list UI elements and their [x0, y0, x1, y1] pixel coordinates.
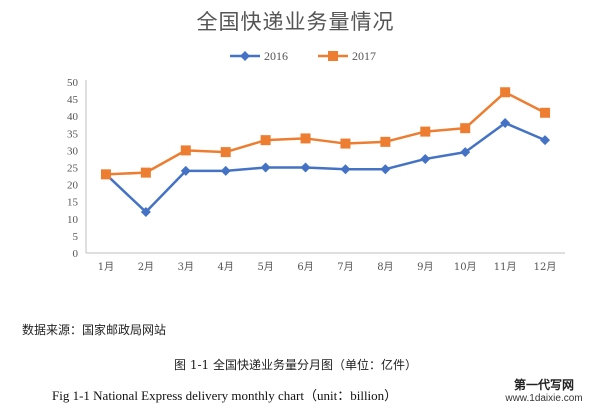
x-tick-label: 3月 — [178, 261, 194, 273]
data-point — [420, 153, 431, 164]
data-point — [500, 118, 511, 129]
y-tick-label: 30 — [67, 145, 79, 157]
series-2017 — [100, 87, 551, 180]
figure-caption-en: Fig 1-1 National Express delivery monthl… — [52, 388, 398, 403]
data-point — [140, 167, 151, 178]
data-point — [300, 162, 311, 173]
series-line-2016 — [105, 121, 546, 214]
y-tick-label: 20 — [67, 180, 79, 192]
data-point — [140, 206, 151, 217]
legend-marker — [240, 51, 250, 61]
legend: 2016 2017 — [230, 49, 376, 63]
x-axis-ticks: 1月 2月 3月 4月 5月 6月 7月 8月 9月 10月 11月 12月 — [98, 261, 557, 273]
x-tick-label: 1月 — [98, 261, 114, 273]
x-tick-label: 10月 — [454, 261, 477, 273]
y-tick-label: 5 — [73, 231, 79, 243]
x-tick-label: 8月 — [377, 261, 393, 273]
data-point — [300, 133, 311, 144]
data-point — [380, 164, 391, 175]
x-tick-label: 5月 — [257, 261, 273, 273]
axes — [85, 80, 565, 254]
y-tick-label: 25 — [67, 163, 79, 175]
y-tick-label: 45 — [67, 94, 79, 106]
x-tick-label: 11月 — [494, 261, 517, 273]
y-tick-label: 10 — [67, 214, 79, 226]
data-point — [380, 136, 391, 147]
x-tick-label: 12月 — [534, 261, 557, 273]
legend-label: 2017 — [352, 49, 376, 63]
x-tick-label: 9月 — [417, 261, 433, 273]
y-axis-ticks: 0 5 10 15 20 25 30 35 40 45 50 — [67, 77, 79, 260]
series-group — [100, 87, 551, 217]
figure-caption-cn: 图 1-1 全国快递业务量分月图（单位：亿件） — [174, 358, 417, 372]
data-point — [420, 126, 431, 137]
data-point — [260, 162, 271, 173]
data-point — [500, 87, 511, 98]
watermark-url: www.1daixie.com — [505, 393, 583, 404]
data-point — [540, 107, 551, 118]
y-tick-label: 40 — [67, 111, 79, 123]
data-point — [100, 169, 111, 180]
data-point — [460, 147, 471, 158]
data-point — [180, 165, 191, 176]
data-point — [340, 138, 351, 149]
data-point — [340, 164, 351, 175]
y-tick-label: 15 — [67, 197, 79, 209]
x-tick-label: 4月 — [218, 261, 234, 273]
legend-label: 2016 — [264, 49, 288, 63]
y-tick-label: 50 — [67, 77, 79, 89]
series-2016 — [100, 118, 551, 217]
series-line-2017 — [105, 91, 546, 176]
data-point — [540, 135, 551, 146]
watermark-logo: 第一代写网 www.1daixie.com — [505, 374, 583, 406]
data-point — [220, 147, 231, 158]
x-tick-label: 6月 — [297, 261, 313, 273]
x-tick-label: 7月 — [337, 261, 353, 273]
chart-title: 全国快递业务量情况 — [196, 10, 395, 34]
watermark-text: 第一代写网 — [513, 378, 574, 392]
x-tick-label: 2月 — [138, 261, 154, 273]
chart-plot: 2016 2017 0 5 10 15 20 25 30 35 40 45 50 1月 2月 3月 4月 5月… — [67, 49, 565, 273]
data-point — [220, 165, 231, 176]
source-note: 数据来源：国家邮政局网站 — [22, 323, 167, 337]
data-point — [460, 123, 471, 134]
legend-marker — [328, 51, 338, 61]
y-tick-label: 35 — [67, 128, 79, 140]
y-tick-label: 0 — [73, 248, 79, 260]
data-point — [260, 135, 271, 146]
data-point — [180, 145, 191, 156]
